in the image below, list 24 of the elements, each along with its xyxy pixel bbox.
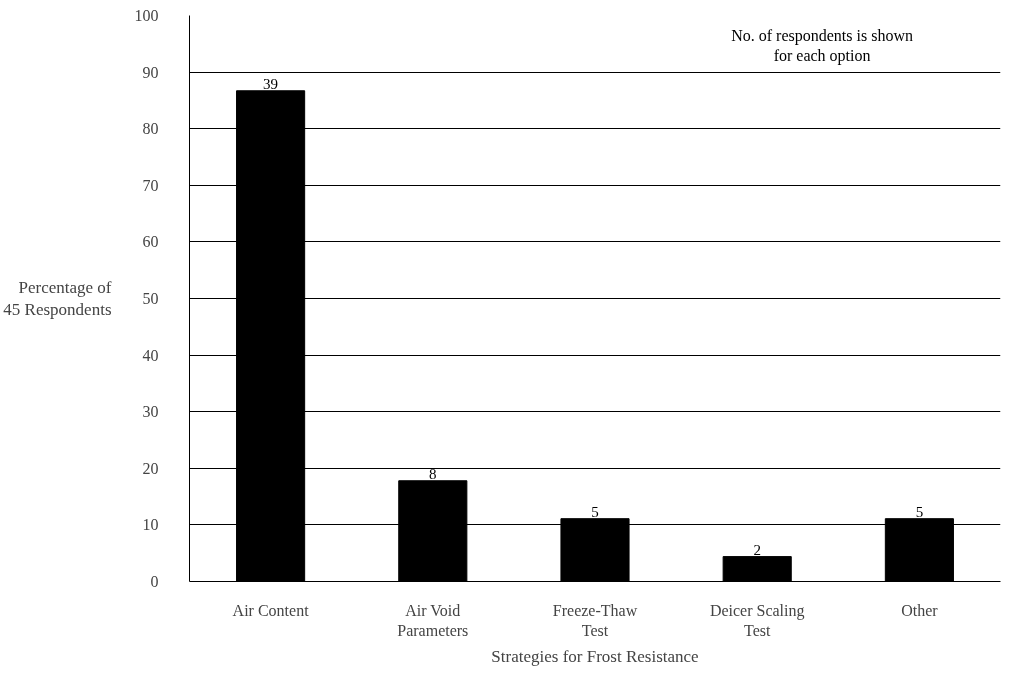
y-tick-label: 50 bbox=[142, 290, 159, 307]
x-tick-label: Freeze-Thaw Test bbox=[552, 601, 638, 639]
y-tick-label: 60 bbox=[142, 233, 159, 251]
y-tick-label: 90 bbox=[142, 63, 159, 81]
y-tick-label: 30 bbox=[142, 403, 159, 421]
x-tick-label: Deicer Scaling Test bbox=[709, 601, 805, 639]
x-tick-label: Other bbox=[901, 601, 939, 619]
annotation: 39 bbox=[263, 75, 279, 92]
x-tick-label: Air Content bbox=[232, 601, 310, 619]
x-axis-title: Strategies for Frost Resistance bbox=[491, 646, 699, 666]
y-tick-label: 80 bbox=[142, 120, 159, 138]
annotation: 2 bbox=[753, 541, 761, 558]
y-tick-label: 20 bbox=[142, 459, 159, 477]
y-tick-label: 70 bbox=[142, 176, 159, 194]
annotation: No. of respondents is shown for each option bbox=[731, 26, 913, 66]
annotation: 5 bbox=[915, 503, 924, 520]
y-tick-label: 40 bbox=[142, 346, 159, 364]
annotation: 5 bbox=[591, 503, 599, 520]
annotation: 8 bbox=[429, 465, 437, 482]
y-axis-title: Percentage of 45 Respondents bbox=[3, 277, 112, 320]
y-tick-label: 10 bbox=[142, 516, 159, 534]
x-tick-label: Air Void Parameters bbox=[397, 601, 469, 639]
y-tick-label: 0 bbox=[150, 573, 159, 590]
y-tick-label: 100 bbox=[134, 7, 159, 24]
